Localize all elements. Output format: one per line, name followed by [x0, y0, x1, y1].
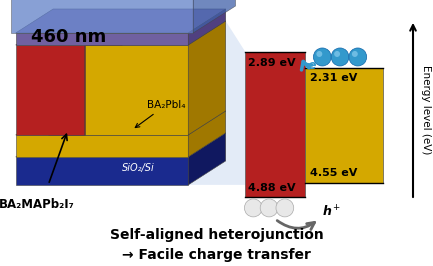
Circle shape [260, 199, 278, 217]
FancyArrowPatch shape [301, 61, 312, 70]
Circle shape [276, 199, 294, 217]
Polygon shape [188, 21, 246, 185]
Text: 2.31 eV: 2.31 eV [310, 73, 358, 83]
Polygon shape [188, 133, 226, 185]
Circle shape [352, 51, 358, 57]
Circle shape [317, 51, 322, 57]
Text: BA₂PbI₄: BA₂PbI₄ [135, 100, 185, 128]
Polygon shape [85, 45, 188, 135]
Bar [246, 52, 304, 197]
Polygon shape [16, 135, 188, 157]
Polygon shape [188, 111, 226, 157]
Text: 4.88 eV: 4.88 eV [249, 183, 296, 193]
Polygon shape [193, 0, 236, 33]
Circle shape [331, 48, 349, 66]
Text: Self-aligned heterojunction: Self-aligned heterojunction [110, 228, 324, 242]
Text: e$^-$: e$^-$ [307, 60, 325, 73]
Text: 460 nm: 460 nm [32, 28, 107, 46]
Circle shape [334, 51, 340, 57]
FancyArrowPatch shape [277, 221, 315, 230]
Polygon shape [16, 111, 226, 135]
Polygon shape [16, 157, 188, 185]
Polygon shape [16, 45, 85, 135]
Text: 2.89 eV: 2.89 eV [249, 58, 296, 68]
Text: h$^+$: h$^+$ [322, 205, 341, 220]
Text: 4.55 eV: 4.55 eV [310, 168, 358, 178]
Bar [304, 68, 384, 183]
Circle shape [313, 48, 331, 66]
Polygon shape [188, 21, 226, 135]
Text: Energy level (eV): Energy level (eV) [421, 65, 431, 155]
Polygon shape [85, 21, 226, 45]
Text: → Facile charge transfer: → Facile charge transfer [123, 248, 311, 262]
Text: BA₂MAPb₂I₇: BA₂MAPb₂I₇ [0, 198, 75, 211]
Circle shape [244, 199, 262, 217]
Polygon shape [11, 0, 193, 33]
Polygon shape [16, 33, 188, 45]
Polygon shape [16, 21, 122, 45]
Circle shape [349, 48, 367, 66]
Polygon shape [16, 133, 226, 157]
Text: SiO₂/Si: SiO₂/Si [122, 163, 155, 173]
Polygon shape [85, 21, 122, 135]
Polygon shape [188, 9, 226, 45]
Polygon shape [16, 9, 226, 33]
